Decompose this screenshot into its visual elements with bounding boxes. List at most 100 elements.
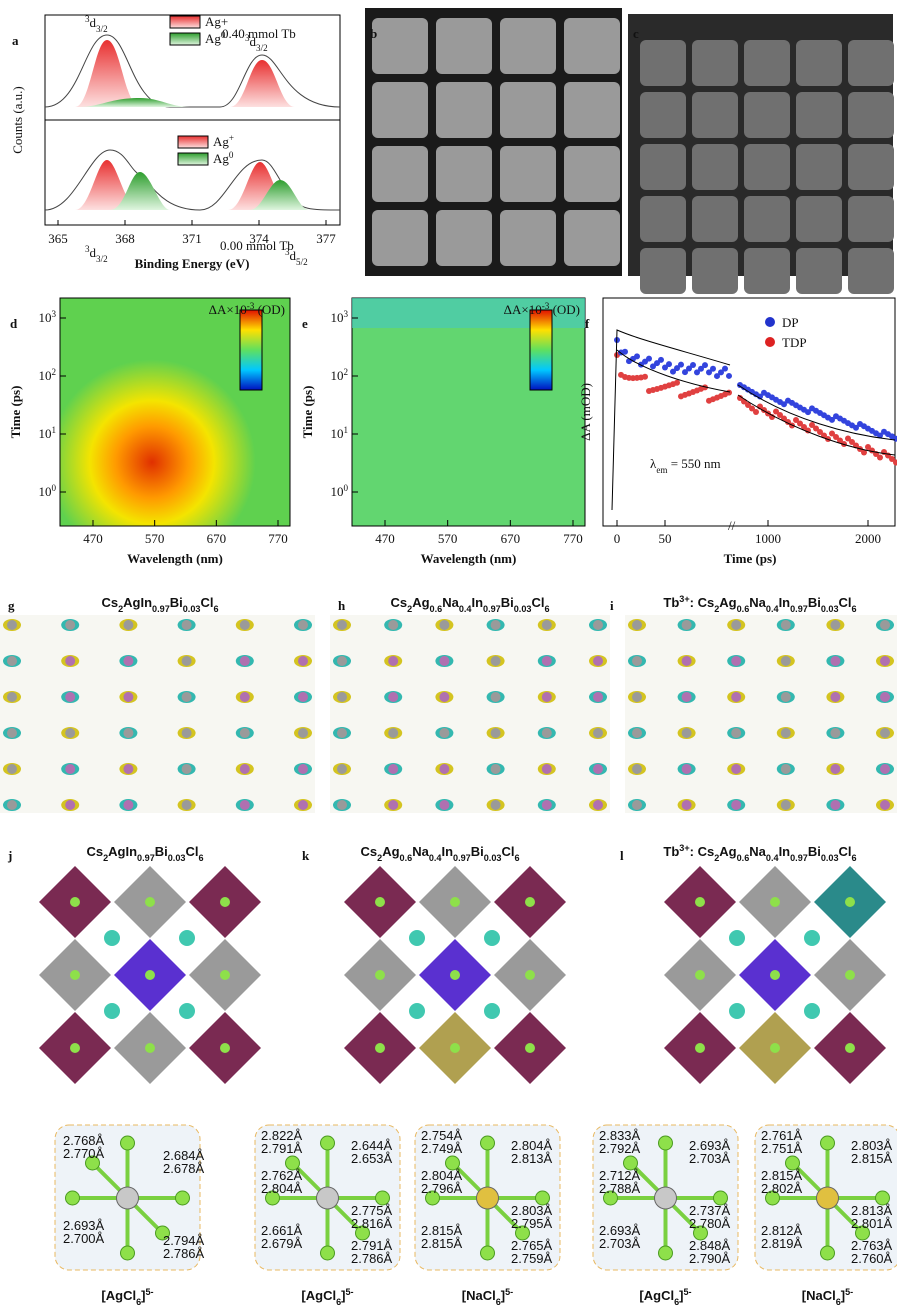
subplot-title: 0.40 mmol Tb — [222, 26, 296, 41]
nanocube — [692, 40, 738, 86]
ion-label-part: 5- — [505, 1287, 513, 1297]
nanocube — [564, 146, 620, 202]
panel-label: d — [10, 316, 18, 331]
bond-length: 2.653Å — [351, 1151, 393, 1166]
panel-label: a — [12, 33, 19, 48]
atom — [240, 764, 250, 774]
x-tick-label: 470 — [83, 531, 103, 546]
nanocube — [640, 196, 686, 242]
atom — [731, 692, 741, 702]
scatter-dot — [634, 353, 640, 359]
center-atom — [655, 1187, 677, 1209]
atom — [830, 656, 840, 666]
atom — [731, 728, 741, 738]
atom — [182, 800, 192, 810]
y-axis-label: Time (ps) — [8, 386, 23, 439]
scatter-dot — [726, 390, 732, 396]
nanocube — [436, 210, 492, 266]
panel-title-part: Bi — [501, 595, 514, 610]
plot-frame — [603, 298, 895, 526]
nanocube — [436, 18, 492, 74]
nanocube — [848, 248, 894, 294]
ion-label-part: 5- — [145, 1287, 153, 1297]
atom — [123, 800, 133, 810]
atom — [781, 800, 791, 810]
panel-title-part: In — [779, 595, 791, 610]
y-axis-label: Counts (a.u.) — [10, 86, 25, 154]
x-tick-label: 670 — [207, 531, 227, 546]
scatter-dot — [722, 366, 728, 372]
y-tick-label: 100 — [330, 483, 348, 499]
scatter-dot — [726, 373, 732, 379]
scatter-dot — [658, 357, 664, 363]
atom — [388, 728, 398, 738]
panel-title-part: 0.97 — [152, 604, 170, 614]
y-tick-label-part: 10 — [38, 426, 51, 441]
bond-length: 2.749Å — [421, 1141, 463, 1156]
cl-atom — [659, 1136, 673, 1150]
nanocube — [436, 82, 492, 138]
panel-title-part: Na — [412, 844, 429, 859]
atom — [337, 764, 347, 774]
nanocube — [500, 18, 556, 74]
panel-label: h — [338, 598, 346, 613]
nanocube — [796, 144, 842, 190]
peak-label-part: 5/2 — [296, 257, 308, 267]
y-axis-label: ΔA (mOD) — [578, 383, 593, 441]
x-axis-label: Wavelength (nm) — [127, 551, 223, 566]
colorbar-title-part: (OD) — [549, 302, 580, 317]
legend-label-part: Ag+ — [205, 14, 228, 29]
panel-title-part: Bi — [808, 844, 821, 859]
nanocube — [372, 82, 428, 138]
legend-label-part: + — [229, 133, 234, 143]
atom — [298, 764, 308, 774]
panel-title-part: 6 — [514, 853, 519, 863]
atom — [7, 620, 17, 630]
cl-atom — [481, 1136, 495, 1150]
atom — [388, 800, 398, 810]
atom — [731, 656, 741, 666]
atom — [781, 656, 791, 666]
atom — [7, 764, 17, 774]
y-tick-label-part: 10 — [330, 426, 343, 441]
atom — [845, 970, 855, 980]
panel-title-part: AgIn — [108, 844, 137, 859]
atom — [695, 897, 705, 907]
bond-length: 2.751Å — [761, 1141, 803, 1156]
atom — [388, 656, 398, 666]
colorbar-title-part: ΔA×10 — [504, 302, 542, 317]
atom — [491, 620, 501, 630]
charge-density-image — [0, 615, 315, 813]
ion-label-part: [AgCl — [639, 1288, 674, 1303]
panel-title-part: Na — [442, 595, 459, 610]
charge-density-image — [330, 615, 610, 813]
panel-title-part: 0.03 — [183, 604, 201, 614]
y-tick-label: 102 — [38, 367, 56, 383]
panel-title-part: 0.97 — [790, 853, 808, 863]
atom — [695, 970, 705, 980]
nanocube — [564, 82, 620, 138]
atom — [7, 800, 17, 810]
y-tick-label-part: 2 — [343, 367, 348, 377]
panel-title-part: In — [471, 595, 483, 610]
x-axis-label: Time (ps) — [724, 551, 777, 566]
atom — [593, 764, 603, 774]
x-tick-label: 368 — [115, 231, 135, 246]
y-tick-label-part: 10 — [330, 310, 343, 325]
atom — [298, 800, 308, 810]
y-tick-label: 103 — [38, 309, 56, 325]
panel-title-part: 0.03 — [484, 853, 502, 863]
atom — [182, 620, 192, 630]
center-atom — [817, 1187, 839, 1209]
y-tick-label-part: 10 — [330, 484, 343, 499]
ion-label-part: 5- — [845, 1287, 853, 1297]
atom — [525, 1043, 535, 1053]
nanocube — [500, 210, 556, 266]
fit-peak — [75, 40, 140, 107]
panel-title-part: 0.97 — [453, 853, 471, 863]
bond-length: 2.786Å — [351, 1251, 393, 1266]
atom — [770, 897, 780, 907]
bond-length: 2.795Å — [511, 1216, 553, 1231]
atom — [298, 692, 308, 702]
nanocube — [500, 82, 556, 138]
